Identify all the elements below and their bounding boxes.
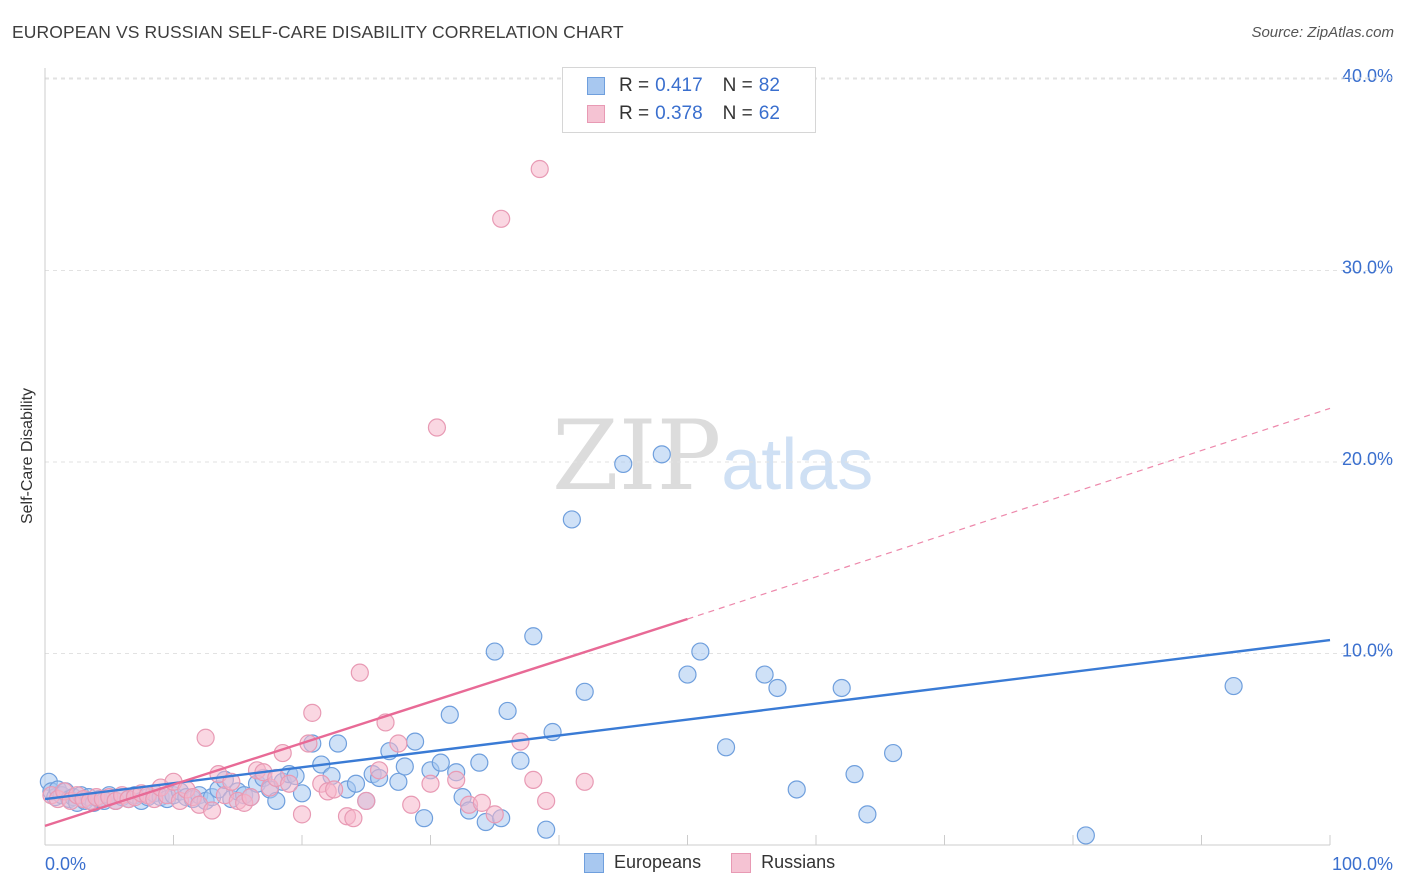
r-label: R = [619,75,650,96]
r-label: R = [619,103,650,124]
russian-point [241,788,260,807]
series-legend: Europeans Russians [584,852,865,873]
russian-point [280,774,299,793]
european-point [485,642,504,661]
european-point [1076,826,1095,845]
russian-point [492,209,511,228]
european-point [858,805,877,824]
russians-trend-extension [687,407,1331,620]
legend-item-europeans[interactable]: Europeans [584,852,701,873]
european-point [395,757,414,776]
n-label: N = [722,103,753,124]
european-point [883,743,903,763]
russian-point [344,809,363,828]
y-tick-label: 20.0% [1342,449,1393,469]
legend-label-europeans: Europeans [614,852,702,872]
european-point [292,784,312,803]
russians-swatch [587,105,605,123]
european-point [562,510,581,529]
chart-title: EUROPEAN VS RUSSIAN SELF-CARE DISABILITY… [12,22,624,42]
european-point [328,734,348,753]
european-point [440,705,459,724]
russian-point [421,774,440,793]
european-point [414,809,434,828]
russian-point [537,791,556,811]
r-value: 0.417 [655,75,703,96]
european-point [405,732,425,751]
russians-trend-line [44,617,688,827]
russian-point [575,772,594,791]
legend-row-russians: R = 0.378 N = 62 [587,102,780,126]
european-point [832,678,851,698]
russian-point [402,795,421,814]
european-point [691,642,710,661]
european-point [575,682,594,701]
y-tick-label: 30.0% [1342,258,1393,278]
european-point [755,665,774,684]
europeans-swatch [587,77,605,95]
legend-label-russians: Russians [761,852,836,872]
legend-row-europeans: R = 0.417 N = 82 [587,74,780,98]
european-point [716,738,736,757]
european-point [524,627,543,646]
source-credit: Source: ZipAtlas.com [1251,24,1394,41]
european-point [537,820,556,839]
russian-point [292,805,312,824]
europeans-swatch [584,852,604,873]
x-tick-label: 100.0% [1332,854,1393,874]
correlation-legend: R = 0.417 N = 82 R = 0.378 N = 62 [562,67,816,133]
n-label: N = [722,75,753,96]
russians-swatch [731,852,752,873]
russian-point [427,418,447,437]
european-point [511,751,530,770]
russian-point [472,793,491,812]
european-point [845,765,864,784]
russian-point [202,801,222,820]
russian-point [303,703,322,722]
european-point [389,772,408,791]
russian-point [389,734,408,753]
european-point [614,454,633,474]
russian-point [485,805,504,824]
europeans-trend-line [44,638,1331,801]
russian-point [196,728,215,747]
y-axis-label: Self-Care Disability [19,387,36,525]
european-point [652,445,671,464]
n-value: 82 [758,75,780,96]
european-point [470,753,489,772]
r-value: 0.378 [655,103,703,124]
european-point [346,774,366,793]
legend-item-russians[interactable]: Russians [731,852,835,873]
x-tick-label: 0.0% [45,854,86,874]
russian-point [447,770,466,789]
european-point [787,780,806,799]
european-point [678,665,697,684]
european-point [431,753,450,772]
russian-point [350,663,369,682]
european-point [498,701,517,721]
y-tick-label: 40.0% [1342,66,1393,86]
russian-point [357,791,376,811]
n-value: 62 [758,103,780,124]
russian-point [325,780,344,799]
european-point [1224,676,1243,696]
russian-point [530,159,549,179]
european-point [768,678,787,698]
russian-point [370,761,389,780]
russian-point [524,770,543,789]
y-tick-label: 10.0% [1342,641,1393,661]
